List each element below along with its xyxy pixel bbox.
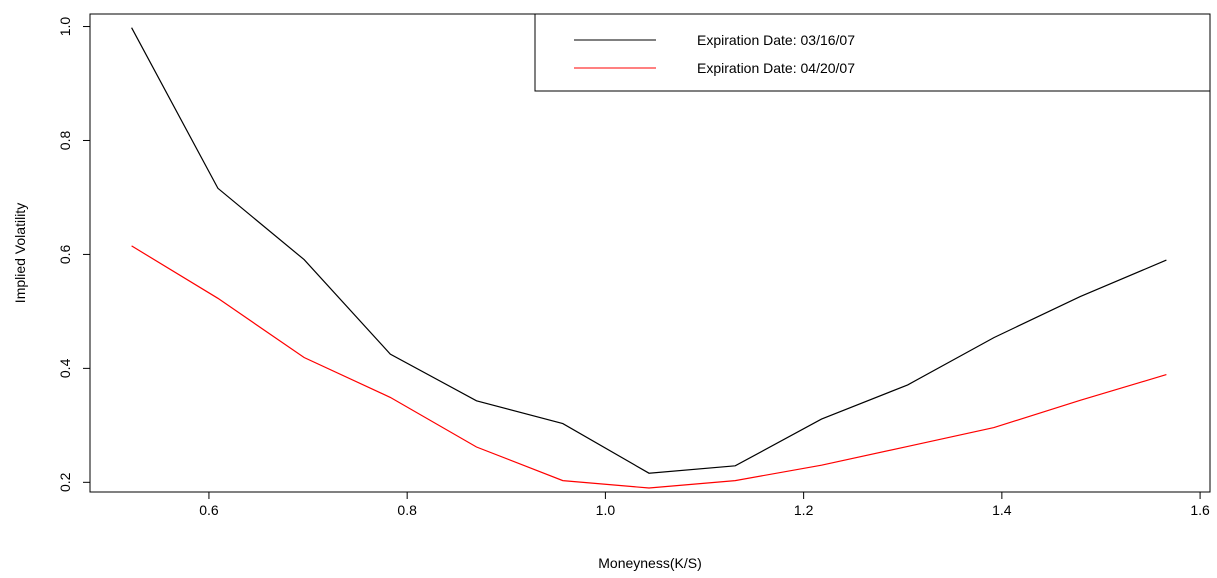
series-layer: [131, 27, 1167, 489]
y-tick-label: 0.2: [57, 472, 73, 492]
x-tick-label: 1.0: [596, 502, 616, 518]
y-axis-title: Implied Volatility: [12, 203, 28, 303]
legend-label-series-1: Expiration Date: 03/16/07: [697, 32, 855, 48]
x-tick-label: 1.6: [1190, 502, 1210, 518]
y-tick-label: 1.0: [57, 17, 73, 37]
x-tick-label: 1.4: [992, 502, 1012, 518]
x-axis-title: Moneyness(K/S): [598, 555, 701, 571]
x-tick-label: 0.6: [199, 502, 219, 518]
y-tick-label: 0.6: [57, 244, 73, 264]
x-axis: 0.6 0.8 1.0 1.2 1.4 1.6: [199, 492, 1210, 518]
y-axis: 0.2 0.4 0.6 0.8 1.0: [57, 17, 90, 492]
series-line-2: [131, 245, 1167, 489]
legend: Expiration Date: 03/16/07 Expiration Dat…: [534, 13, 1211, 92]
y-tick-label: 0.8: [57, 131, 73, 151]
series-line-1: [131, 27, 1167, 474]
x-tick-label: 1.2: [794, 502, 814, 518]
x-tick-label: 0.8: [397, 502, 417, 518]
y-tick-label: 0.4: [57, 358, 73, 378]
legend-label-series-2: Expiration Date: 04/20/07: [697, 60, 855, 76]
legend-box: [534, 13, 1211, 92]
